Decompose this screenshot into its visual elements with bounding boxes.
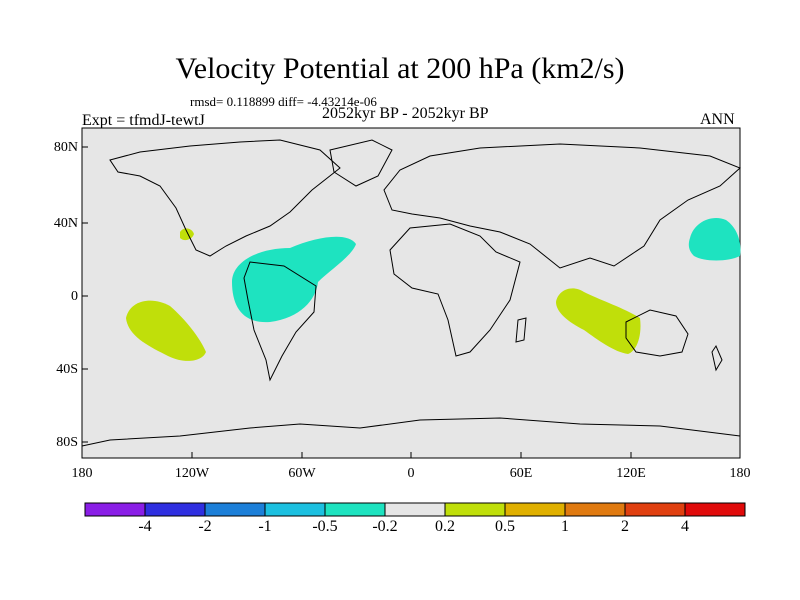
coast-africa	[389, 223, 521, 357]
map-background	[81, 127, 741, 459]
rmsd-diff-text: rmsd= 0.118899 diff= -4.43214e-06	[190, 94, 377, 109]
colorbar-box-6	[384, 502, 446, 517]
region-positive-mexico	[180, 228, 194, 241]
colorbar-label: 0.2	[435, 518, 455, 535]
lon-label-120e: 120E	[616, 466, 646, 481]
colorbar-label: 1	[561, 518, 569, 535]
experiment-label: Expt = tfmdJ-tewtJ	[82, 112, 205, 129]
map-ticks	[81, 146, 741, 458]
coast-north-america	[109, 139, 341, 257]
lat-label-80n: 80N	[53, 140, 78, 155]
colorbar-box-2	[144, 502, 206, 517]
lon-label-180e: 180	[729, 466, 751, 481]
coast-greenland	[329, 139, 393, 187]
coast-madagascar	[515, 317, 527, 343]
lon-label-60w: 60W	[288, 466, 316, 481]
colorbar-box-1	[84, 502, 146, 517]
lat-label-eq: 0	[71, 289, 78, 304]
colorbar-box-5	[324, 502, 386, 517]
colorbar-label: 4	[681, 518, 689, 535]
season-label: ANN	[700, 111, 735, 128]
region-negative-atlantic	[232, 236, 356, 323]
lat-label-40s: 40S	[56, 362, 78, 377]
lat-label-80s: 80S	[56, 435, 78, 450]
lat-label-40n: 40N	[53, 216, 78, 231]
colorbar	[84, 502, 746, 517]
lon-label-120w: 120W	[174, 466, 210, 481]
lon-label-0: 0	[407, 466, 415, 481]
region-positive-south-pacific	[126, 300, 206, 361]
colorbar-box-4	[264, 502, 326, 517]
coast-south-america	[243, 261, 317, 382]
coast-antarctica	[81, 417, 741, 447]
colorbar-box-3	[204, 502, 266, 517]
coast-eurasia	[383, 143, 741, 269]
plot-title: Velocity Potential at 200 hPa (km2/s)	[175, 52, 625, 85]
shaded-regions	[126, 218, 741, 361]
region-negative-pacific-nw	[688, 218, 741, 261]
colorbar-box-8	[504, 502, 566, 517]
period-label: 2052kyr BP - 2052kyr BP	[322, 105, 489, 122]
coastlines	[81, 139, 741, 447]
colorbar-box-10	[624, 502, 686, 517]
coast-new-zealand	[711, 344, 723, 372]
colorbar-label: -0.2	[372, 518, 398, 535]
colorbar-label: -1	[258, 518, 272, 535]
colorbar-label: 2	[621, 518, 629, 535]
colorbar-box-9	[564, 502, 626, 517]
lon-label-180w: 180	[71, 466, 93, 481]
lon-label-60e: 60E	[509, 466, 533, 481]
coast-australia	[625, 309, 689, 357]
colorbar-label: -0.5	[312, 518, 338, 535]
colorbar-box-11	[684, 502, 746, 517]
colorbar-label: -4	[138, 518, 152, 535]
colorbar-label: -2	[198, 518, 212, 535]
colorbar-label: 0.5	[495, 518, 515, 535]
colorbar-box-7	[444, 502, 506, 517]
region-positive-indian	[556, 288, 641, 354]
